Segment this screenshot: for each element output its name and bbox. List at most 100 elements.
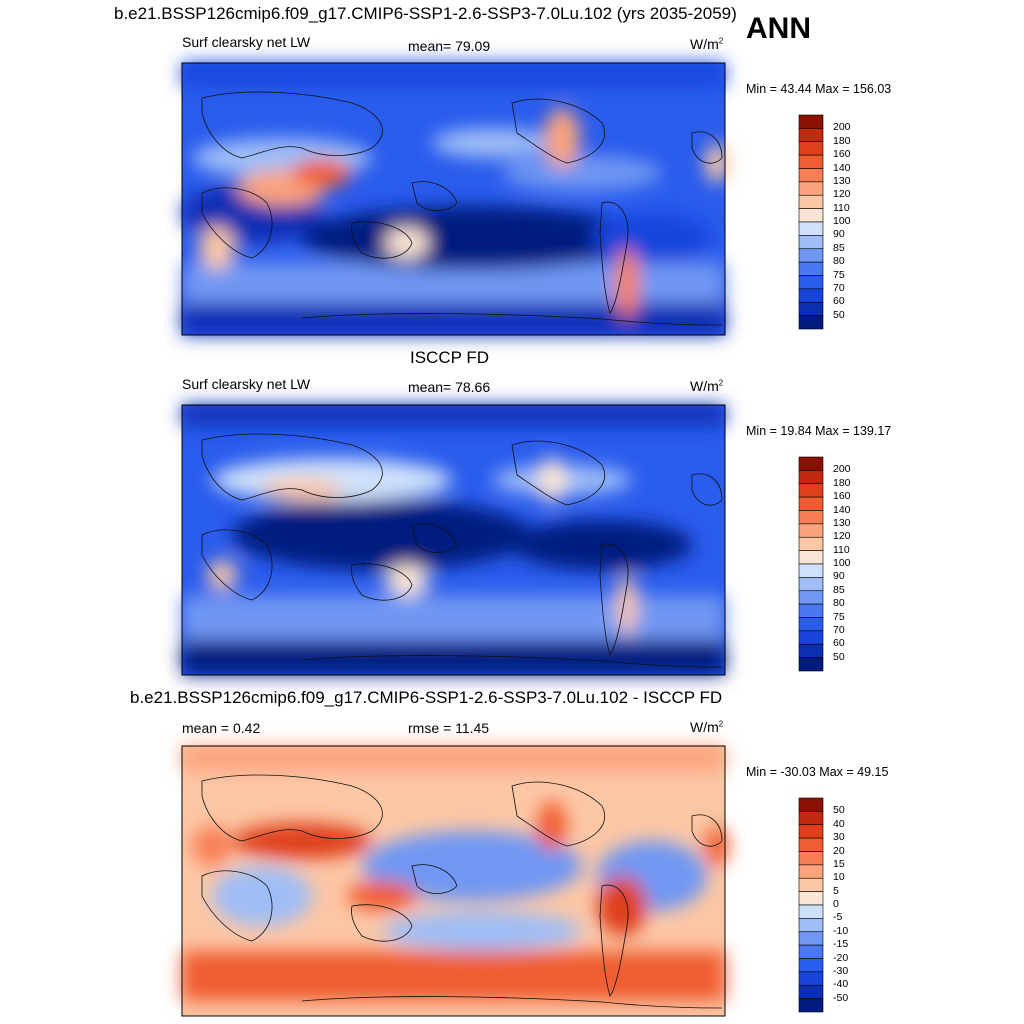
colorbar-tick-label: 180 (833, 134, 851, 147)
colorbar-tick-label: 15 (833, 857, 845, 870)
colorbar-box (798, 864, 824, 879)
colorbar-box (798, 154, 824, 169)
panel-3-title: b.e21.BSSP126cmip6.f09_g17.CMIP6-SSP1-2.… (130, 688, 723, 707)
colorbar-box (798, 851, 824, 866)
season-label: ANN (746, 12, 811, 45)
colorbar-box (798, 261, 824, 276)
colorbar-tick-label: 5 (833, 884, 839, 897)
panel-2-mean-label: mean= 78.66 (408, 379, 491, 395)
panel-2-units: W/m2 (690, 378, 724, 394)
colorbar-tick-label: -5 (833, 911, 843, 924)
colorbar-box (798, 590, 824, 605)
colorbar-box (798, 496, 824, 511)
colorbar-tick-label: -20 (833, 951, 849, 964)
panel-2-variable-label: Surf clearsky net LW (182, 376, 311, 392)
colorbar-tick-label: -30 (833, 964, 849, 977)
panel-2-map (181, 404, 726, 676)
colorbar-box (798, 617, 824, 632)
colorbar-box (798, 208, 824, 223)
colorbar-tick-label: 160 (833, 490, 851, 503)
colorbar-tick-label: 30 (833, 831, 845, 844)
colorbar-tick-label: 110 (833, 543, 850, 556)
colorbar-box (798, 510, 824, 525)
colorbar-box (798, 998, 824, 1013)
colorbar-tick-label: 90 (833, 570, 845, 583)
colorbar-box (798, 550, 824, 565)
colorbar-box (798, 288, 824, 303)
colorbar-box (798, 301, 824, 316)
colorbar-box (798, 877, 824, 892)
colorbar-box (798, 630, 824, 645)
colorbar-box (798, 248, 824, 263)
colorbar-box (798, 984, 824, 999)
panel-1-units: W/m2 (690, 36, 724, 52)
colorbar-box (798, 523, 824, 538)
colorbar-tick-label: 60 (833, 637, 845, 650)
colorbar-tick-label: 20 (833, 844, 845, 857)
colorbar-tick-label: 70 (833, 623, 845, 636)
colorbar-box (798, 536, 824, 551)
panel-1-title: b.e21.BSSP126cmip6.f09_g17.CMIP6-SSP1-2.… (114, 4, 737, 23)
panel-3-rmse-label: rmse = 11.45 (408, 720, 490, 736)
colorbar-tick-label: 50 (833, 650, 845, 663)
colorbar-box (798, 931, 824, 946)
panel-3-map (181, 745, 729, 1017)
colorbar-box (798, 904, 824, 919)
colorbar-box (798, 577, 824, 592)
colorbar-box (798, 837, 824, 852)
panel-3-minmax: Min = -30.03 Max = 49.15 (746, 765, 889, 779)
colorbar-tick-label: 120 (833, 530, 851, 543)
colorbar-box (798, 275, 824, 290)
panel-2-colorbar (798, 456, 824, 672)
colorbar-tick-label: 200 (833, 121, 851, 134)
colorbar-box (798, 918, 824, 933)
colorbar-tick-label: 75 (833, 268, 845, 281)
colorbar-tick-label: 90 (833, 228, 845, 241)
colorbar-tick-label: 140 (833, 161, 851, 174)
colorbar-tick-label: 180 (833, 476, 851, 489)
colorbar-tick-label: 60 (833, 295, 845, 308)
colorbar-box (798, 470, 824, 485)
colorbar-box (798, 603, 824, 618)
colorbar-tick-label: 80 (833, 597, 845, 610)
colorbar-tick-label: 50 (833, 308, 845, 321)
colorbar-box (798, 114, 824, 129)
colorbar-box (798, 221, 824, 236)
panel-1-minmax: Min = 43.44 Max = 156.03 (746, 82, 892, 96)
colorbar-tick-label: 85 (833, 241, 845, 254)
colorbar-tick-label: 80 (833, 255, 845, 268)
colorbar-box (798, 797, 824, 812)
colorbar-box (798, 315, 824, 330)
colorbar-box (798, 194, 824, 209)
colorbar-tick-label: 85 (833, 583, 845, 596)
colorbar-box (798, 971, 824, 986)
colorbar-tick-label: 200 (833, 463, 851, 476)
colorbar-box (798, 141, 824, 156)
colorbar-tick-label: 75 (833, 610, 845, 623)
colorbar-tick-label: 110 (833, 201, 850, 214)
colorbar-tick-label: 0 (833, 898, 839, 910)
colorbar-box (798, 181, 824, 196)
colorbar-tick-label: 10 (833, 871, 845, 884)
colorbar-box (798, 128, 824, 143)
colorbar-tick-label: -40 (833, 978, 849, 991)
colorbar-tick-label: 130 (833, 174, 851, 187)
colorbar-box (798, 657, 824, 672)
colorbar-box (798, 563, 824, 578)
colorbar-tick-label: 140 (833, 503, 851, 516)
colorbar-tick-label: 130 (833, 516, 851, 529)
colorbar-tick-label: -15 (833, 938, 849, 951)
panel-1-mean-label: mean= 79.09 (408, 38, 491, 54)
colorbar-box (798, 958, 824, 973)
colorbar-box (798, 944, 824, 959)
colorbar-tick-label: 120 (833, 188, 851, 201)
colorbar-box (798, 891, 824, 906)
panel-1-variable-label: Surf clearsky net LW (182, 34, 311, 50)
colorbar-tick-label: 100 (833, 557, 851, 569)
panel-3-mean-label: mean = 0.42 (182, 720, 261, 736)
panel-1-colorbar (798, 114, 824, 330)
colorbar-tick-label: 50 (833, 804, 845, 817)
panel-2-title: ISCCP FD (410, 348, 490, 367)
colorbar-tick-label: 100 (833, 215, 851, 227)
panel-3-colorbar (798, 797, 824, 1013)
